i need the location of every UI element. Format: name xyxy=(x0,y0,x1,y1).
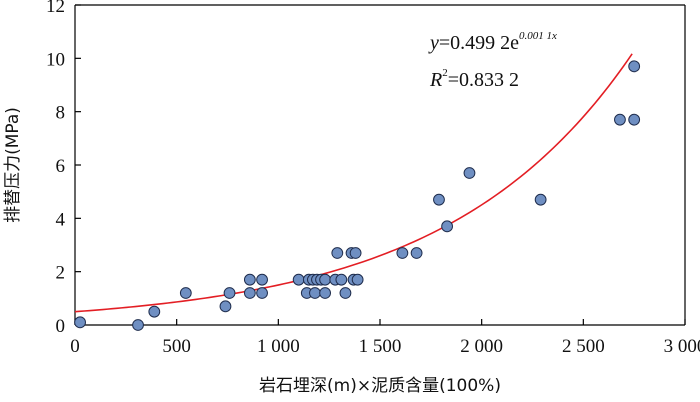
data-point xyxy=(256,273,268,286)
data-point xyxy=(441,220,454,233)
x-tick-label: 3 000 xyxy=(664,336,700,357)
data-point xyxy=(463,167,476,179)
x-tick-label: 500 xyxy=(162,336,191,357)
data-point xyxy=(349,247,362,259)
y-tick-label: 0 xyxy=(56,316,66,337)
data-point xyxy=(628,60,641,73)
y-tick-label: 8 xyxy=(56,103,66,124)
data-point xyxy=(351,273,364,286)
data-point xyxy=(534,193,547,206)
y-tick-label: 2 xyxy=(56,263,66,284)
y-ticks: 0 2 4 6 8 10 12 xyxy=(46,0,81,337)
data-point xyxy=(243,273,256,286)
data-point xyxy=(331,247,344,259)
r-squared-annotation: R2=0.833 2 xyxy=(429,67,519,91)
equation-annotation: y=0.499 2e0.001 1x xyxy=(428,30,557,54)
data-point xyxy=(614,113,626,126)
y-axis-title: 排替压力(MPa) xyxy=(3,107,23,223)
y-tick-label: 12 xyxy=(46,0,65,17)
data-point xyxy=(223,287,236,299)
trend-line xyxy=(74,53,633,313)
data-point xyxy=(74,316,86,329)
data-point xyxy=(339,287,352,299)
y-tick-label: 10 xyxy=(46,49,65,70)
data-point xyxy=(256,287,268,299)
data-point xyxy=(243,287,256,299)
r-squared-sup: 2 xyxy=(442,67,448,79)
equation-y: y xyxy=(428,32,439,54)
data-point xyxy=(410,247,423,259)
r-squared-r: R xyxy=(429,69,442,91)
data-point xyxy=(319,273,332,286)
y-tick-label: 4 xyxy=(56,209,66,230)
x-tick-label: 1 500 xyxy=(359,336,402,357)
data-point xyxy=(335,273,348,286)
data-point xyxy=(309,287,321,299)
data-point xyxy=(179,287,192,299)
equation-body: =0.499 2e xyxy=(439,32,519,54)
y-tick-label: 6 xyxy=(56,156,66,177)
x-axis-title: 岩石埋深(m)×泥质含量(100%) xyxy=(259,376,501,396)
x-ticks: 0 500 1 000 1 500 2 000 2 500 3 000 xyxy=(70,319,700,357)
data-point xyxy=(292,273,305,286)
r-squared-body: =0.833 2 xyxy=(448,69,519,91)
data-point xyxy=(148,305,161,318)
data-points xyxy=(74,60,641,331)
x-tick-label: 0 xyxy=(70,336,80,357)
data-point xyxy=(628,113,641,126)
data-point xyxy=(132,319,144,331)
equation-exponent: 0.001 1x xyxy=(519,30,557,42)
data-point xyxy=(396,247,409,259)
x-tick-label: 2 500 xyxy=(562,336,605,357)
axes xyxy=(74,4,686,326)
data-point xyxy=(219,300,232,313)
x-tick-label: 1 000 xyxy=(257,336,300,357)
data-point xyxy=(319,287,332,299)
x-tick-label: 2 000 xyxy=(460,336,503,357)
data-point xyxy=(433,193,445,206)
